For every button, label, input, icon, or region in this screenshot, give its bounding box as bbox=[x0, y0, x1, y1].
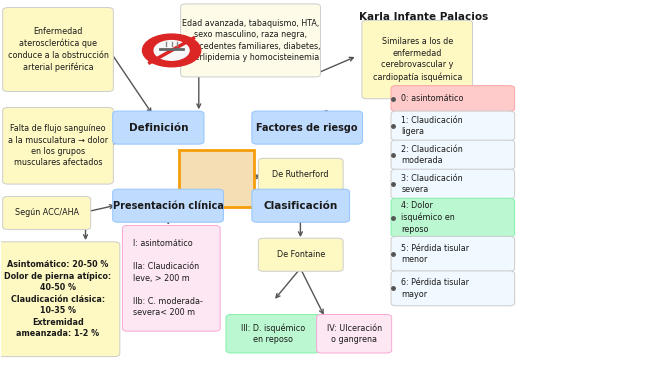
FancyBboxPatch shape bbox=[122, 225, 220, 331]
FancyBboxPatch shape bbox=[391, 140, 515, 169]
FancyBboxPatch shape bbox=[391, 86, 515, 111]
FancyBboxPatch shape bbox=[391, 169, 515, 199]
FancyBboxPatch shape bbox=[258, 238, 343, 271]
Text: 4: Dolor
isquémico en
reposo: 4: Dolor isquémico en reposo bbox=[401, 201, 455, 234]
Text: Clasificación: Clasificación bbox=[264, 201, 338, 211]
Text: Edad avanzada, tabaquismo, HTA,
sexo masculino, raza negra,
antecedentes familia: Edad avanzada, tabaquismo, HTA, sexo mas… bbox=[181, 19, 320, 62]
FancyBboxPatch shape bbox=[362, 20, 473, 99]
Text: Similares a los de
enfermedad
cerebrovascular y
cardiopatía isquémica: Similares a los de enfermedad cerebrovas… bbox=[372, 37, 462, 82]
Text: Presentación clínica: Presentación clínica bbox=[112, 201, 224, 211]
FancyBboxPatch shape bbox=[0, 242, 120, 356]
Text: 6: Pérdida tisular
mayor: 6: Pérdida tisular mayor bbox=[401, 278, 469, 299]
Text: Según ACC/AHA: Según ACC/AHA bbox=[15, 209, 79, 217]
FancyBboxPatch shape bbox=[391, 236, 515, 271]
Text: 5: Pérdida tisular
menor: 5: Pérdida tisular menor bbox=[401, 244, 469, 264]
Text: III: D. isquémico
en reposo: III: D. isquémico en reposo bbox=[241, 323, 306, 344]
Text: I: asintomático

IIa: Claudicación
leve, > 200 m

IIb: C. moderada-
severa< 200 : I: asintomático IIa: Claudicación leve, … bbox=[133, 239, 203, 317]
Text: 2: Claudicación
moderada: 2: Claudicación moderada bbox=[401, 145, 463, 165]
Text: 3: Claudicación
severa: 3: Claudicación severa bbox=[401, 174, 463, 194]
FancyBboxPatch shape bbox=[112, 111, 204, 144]
Text: Falta de flujo sanguíneo
a la musculatura → dolor
en los grupos
musculares afect: Falta de flujo sanguíneo a la musculatur… bbox=[8, 124, 108, 167]
FancyBboxPatch shape bbox=[317, 314, 392, 353]
Text: Definición: Definición bbox=[129, 123, 188, 132]
Text: De Rutherford: De Rutherford bbox=[272, 170, 329, 179]
FancyBboxPatch shape bbox=[3, 197, 91, 229]
Text: 1: Claudicación
ligera: 1: Claudicación ligera bbox=[401, 116, 463, 136]
Text: Factores de riesgo: Factores de riesgo bbox=[257, 123, 358, 132]
FancyBboxPatch shape bbox=[3, 108, 113, 184]
Text: De Fontaine: De Fontaine bbox=[277, 250, 325, 259]
Text: Asintomático: 20-50 %
Dolor de pierna atípico:
40-50 %
Claudicación clásica:
10-: Asintomático: 20-50 % Dolor de pierna at… bbox=[5, 260, 112, 338]
FancyBboxPatch shape bbox=[391, 111, 515, 141]
Text: IV: Ulceración
o gangrena: IV: Ulceración o gangrena bbox=[326, 324, 382, 344]
Circle shape bbox=[142, 34, 201, 67]
FancyBboxPatch shape bbox=[391, 271, 515, 306]
Circle shape bbox=[154, 41, 189, 60]
Text: 0: asintomático: 0: asintomático bbox=[401, 94, 464, 103]
FancyBboxPatch shape bbox=[112, 189, 224, 222]
FancyBboxPatch shape bbox=[181, 4, 320, 77]
FancyBboxPatch shape bbox=[252, 111, 363, 144]
FancyBboxPatch shape bbox=[179, 150, 254, 207]
Text: Karla Infante Palacios: Karla Infante Palacios bbox=[359, 12, 488, 22]
FancyBboxPatch shape bbox=[391, 198, 515, 237]
FancyBboxPatch shape bbox=[258, 158, 343, 191]
FancyBboxPatch shape bbox=[252, 189, 350, 222]
Text: Enfermedad
aterosclerótica que
conduce a la obstrucción
arterial periférica: Enfermedad aterosclerótica que conduce a… bbox=[8, 27, 109, 72]
FancyBboxPatch shape bbox=[226, 314, 320, 353]
FancyBboxPatch shape bbox=[3, 8, 113, 92]
